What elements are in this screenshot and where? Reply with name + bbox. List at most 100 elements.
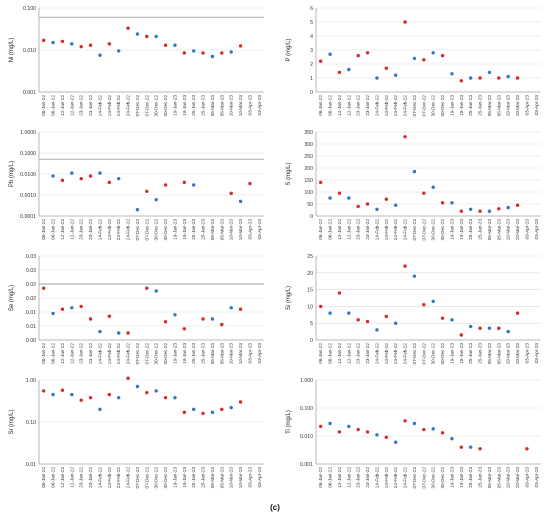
x-tick-label: 30-Dec-22	[440, 95, 445, 117]
data-point	[318, 180, 323, 185]
y-tick-label: 20	[307, 271, 313, 277]
y-tick-label: 150	[304, 178, 313, 184]
x-tick-label: 19-Jan-23	[182, 219, 187, 240]
data-point	[98, 53, 102, 57]
x-tick-label: 06-Jan-22	[318, 343, 323, 364]
x-tick-label: 06-Jan-22	[328, 343, 333, 364]
x-tick-label: 07-Dec-22	[412, 343, 417, 365]
data-point	[431, 299, 435, 304]
x-tick-label: 07-Dec-22	[421, 343, 426, 365]
data-point	[365, 51, 370, 55]
x-tick-label: 23-Jan-22	[356, 467, 361, 488]
data-point	[248, 181, 252, 186]
y-tick-label: 2	[310, 62, 313, 68]
x-tick-label: 07-Dec-22	[135, 343, 140, 365]
x-tick-label: 25-Jan-23	[201, 343, 206, 364]
x-tick-label: 10-Mar-23	[229, 219, 234, 241]
x-tick-label: 03-Apr-23	[534, 343, 539, 364]
chart-si: 0 5 10 15 20 25 Si (mg/L) 06-Jan-22 06-Jan-22 12-…	[286, 254, 541, 364]
x-tick-label: 10-Mar-23	[506, 467, 511, 489]
x-tick-label: 25-Jan-23	[468, 467, 473, 488]
x-tick-label: 10-Mar-23	[515, 343, 520, 365]
data-point	[478, 326, 482, 330]
data-point	[79, 44, 83, 49]
x-tick-label: 03-Apr-23	[534, 95, 539, 116]
x-tick-label: 30-Dec-22	[163, 343, 168, 365]
x-tick-label: 12-Jan-22	[60, 219, 65, 240]
data-point	[431, 51, 435, 55]
data-point	[478, 76, 482, 80]
data-point	[182, 410, 187, 415]
x-tick-label: 25-Jan-23	[478, 95, 483, 116]
y-tick-label: 5	[310, 321, 313, 327]
x-tick-label: 07-Dec-22	[421, 467, 426, 489]
data-point	[210, 410, 215, 415]
data-point	[154, 197, 158, 202]
x-tick-label: 06-Jan-22	[328, 219, 333, 240]
data-point	[154, 289, 158, 293]
data-point	[450, 437, 454, 441]
x-tick-label: 07-Dec-22	[421, 219, 426, 241]
x-tick-label: 19-Jan-23	[182, 343, 187, 364]
y-axis-label: S (mg/L)	[286, 162, 292, 185]
data-point	[70, 42, 74, 46]
data-point	[318, 304, 323, 309]
x-tick-label: 06-Jan-22	[51, 95, 56, 116]
x-tick-label: 30-Dec-22	[431, 219, 436, 241]
x-tick-label: 30-Dec-22	[154, 95, 159, 117]
x-tick-label: 12-Jan-22	[337, 343, 342, 364]
x-tick-label: 10-Mar-23	[506, 343, 511, 365]
x-tick-label: 24-Feb-22	[393, 95, 398, 117]
data-point	[79, 398, 83, 402]
data-point	[51, 174, 55, 178]
x-tick-label: 12-Jan-22	[69, 467, 74, 488]
data-point	[450, 201, 454, 205]
x-tick-label: 23-Jan-22	[79, 219, 84, 240]
y-tick-label: 0.03	[26, 268, 36, 274]
x-tick-label: 24-Feb-22	[403, 467, 408, 489]
data-point	[201, 51, 205, 55]
data-point	[384, 66, 389, 70]
y-tick-label: 0	[310, 214, 313, 220]
x-tick-label: 24-Feb-22	[126, 467, 131, 489]
data-point	[337, 291, 342, 295]
data-point	[337, 70, 342, 75]
x-tick-label: 03-Apr-23	[247, 343, 252, 364]
data-point	[478, 447, 482, 451]
data-point	[459, 209, 464, 213]
chart-sr: 0.01 0.10 1.00 Sr (mg/L) 06-Jan-22 06-Jan-22 1…	[9, 376, 264, 489]
x-tick-label: 30-Dec-22	[163, 95, 168, 117]
x-tick-label: 24-Feb-22	[116, 95, 121, 117]
y-tick-label: 0.001	[300, 462, 313, 468]
y-tick-label: 0.02	[26, 296, 36, 302]
data-point	[468, 207, 473, 211]
data-point	[88, 317, 93, 321]
x-tick-label: 03-Apr-23	[257, 467, 262, 488]
x-tick-label: 25-Jan-23	[201, 95, 206, 116]
x-tick-label: 12-Jan-22	[346, 467, 351, 488]
data-point	[88, 395, 93, 400]
data-point	[347, 67, 351, 72]
data-point	[98, 407, 102, 412]
x-tick-label: 05-Mar-23	[487, 343, 492, 365]
data-point	[506, 329, 510, 334]
data-point	[98, 171, 102, 175]
x-tick-label: 23-Jan-22	[79, 343, 84, 364]
data-point	[422, 191, 426, 195]
figure-label: (c)	[270, 503, 280, 512]
data-point	[107, 42, 112, 46]
x-tick-label: 10-Mar-23	[238, 95, 243, 117]
data-point	[238, 400, 243, 404]
x-tick-label: 30-Dec-22	[431, 95, 436, 117]
data-point	[375, 433, 379, 437]
x-tick-label: 14-Feb-22	[374, 95, 379, 117]
data-point	[328, 52, 332, 56]
data-point	[440, 53, 445, 58]
x-tick-label: 19-Jan-23	[182, 95, 187, 116]
data-point	[116, 395, 121, 400]
x-tick-label: 23-Jan-22	[365, 343, 370, 364]
y-tick-label: 50	[307, 202, 313, 208]
x-tick-label: 19-Jan-23	[172, 343, 177, 364]
x-tick-label: 12-Jan-22	[60, 343, 65, 364]
